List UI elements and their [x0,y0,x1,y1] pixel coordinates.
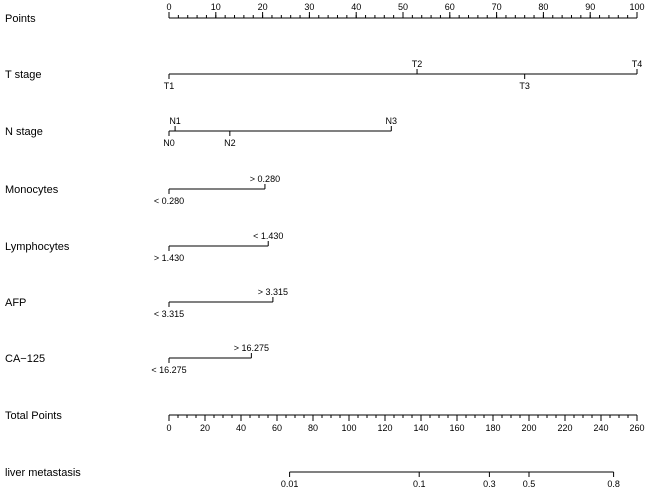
tick-label: 0 [166,2,171,12]
level-label: T3 [519,81,530,91]
tick-label: 50 [398,2,408,12]
level-label: < 0.280 [154,196,184,206]
probability-tick-label: 0.5 [523,479,536,489]
tick-label: 40 [236,423,246,433]
tick-label: 100 [629,2,644,12]
tick-label: 140 [413,423,428,433]
tick-label: 260 [629,423,644,433]
tick-label: 80 [308,423,318,433]
row-label-t-stage: T stage [5,69,42,81]
tick-label: 30 [304,2,314,12]
level-label: < 16.275 [151,365,186,375]
tick-label: 180 [485,423,500,433]
level-label: N2 [224,138,236,148]
tick-label: 0 [166,423,171,433]
row-label-liver-metastasis: liver metastasis [5,467,81,479]
row-label-points: Points [5,13,36,25]
level-label: > 3.315 [258,287,288,297]
tick-label: 20 [258,2,268,12]
probability-tick-label: 0.3 [483,479,496,489]
level-label: > 1.430 [154,253,184,263]
level-label: T4 [632,59,643,69]
level-label: < 1.430 [253,231,283,241]
level-label: N1 [169,116,181,126]
level-label: > 16.275 [234,343,269,353]
tick-label: 20 [200,423,210,433]
tick-label: 220 [557,423,572,433]
probability-tick-label: 0.01 [281,479,299,489]
tick-label: 200 [521,423,536,433]
tick-label: 10 [211,2,221,12]
tick-label: 100 [341,423,356,433]
level-label: N0 [163,138,175,148]
tick-label: 40 [351,2,361,12]
tick-label: 70 [492,2,502,12]
tick-label: 90 [585,2,595,12]
tick-label: 240 [593,423,608,433]
tick-label: 160 [449,423,464,433]
row-label-monocytes: Monocytes [5,184,59,196]
level-label: > 0.280 [250,174,280,184]
tick-label: 80 [538,2,548,12]
level-label: N3 [386,116,398,126]
level-label: T2 [412,59,423,69]
row-label-n-stage: N stage [5,126,43,138]
row-label-ca-125: CA−125 [5,353,45,365]
probability-tick-label: 0.1 [413,479,426,489]
row-label-total-points: Total Points [5,410,62,422]
tick-label: 60 [272,423,282,433]
level-label: < 3.315 [154,309,184,319]
probability-tick-label: 0.8 [607,479,620,489]
row-label-lymphocytes: Lymphocytes [5,241,70,253]
tick-label: 60 [445,2,455,12]
row-label-afp: AFP [5,297,26,309]
level-label: T1 [164,81,175,91]
tick-label: 120 [377,423,392,433]
